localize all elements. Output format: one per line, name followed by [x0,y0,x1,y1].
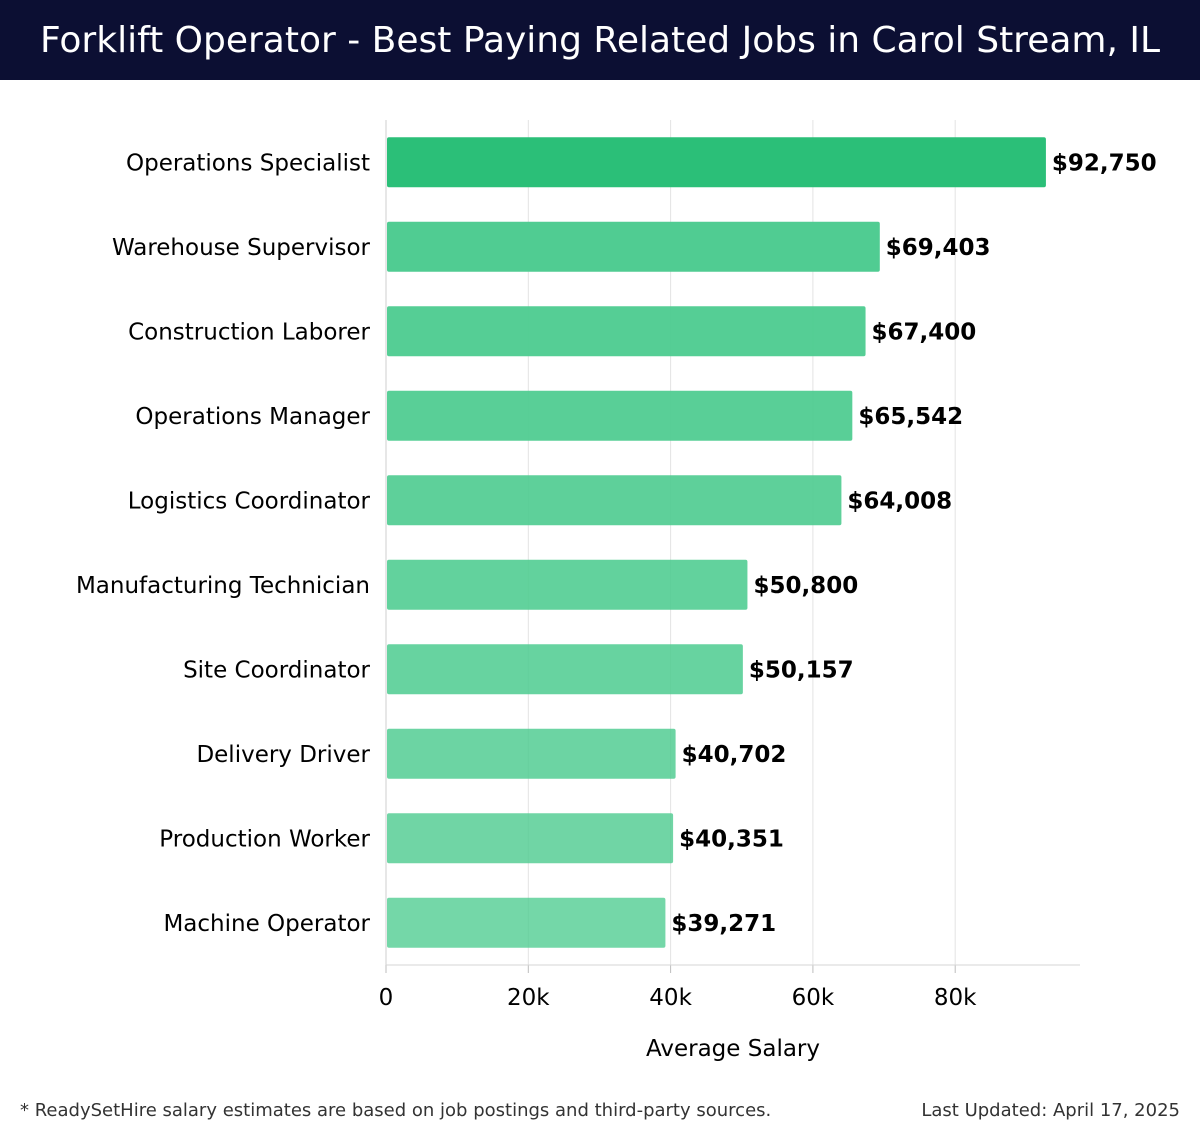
x-tick-label: 40k [649,985,692,1011]
bar [387,137,1046,188]
bar [387,390,853,441]
x-tick-label: 0 [379,985,394,1011]
category-label: Delivery Driver [196,742,370,768]
category-label: Warehouse Supervisor [112,235,371,261]
x-axis-title: Average Salary [646,1036,820,1062]
value-label: $40,702 [682,742,787,768]
category-label: Operations Specialist [126,150,370,176]
category-label: Construction Laborer [128,319,370,345]
value-label: $64,008 [847,488,952,514]
category-label: Production Worker [159,826,370,852]
footer-note: * ReadySetHire salary estimates are base… [20,1100,772,1121]
bar [387,897,666,948]
x-axis: 0 20k 40k 60k 80k [379,964,1080,1011]
bar [387,813,674,864]
value-label: $50,157 [749,657,854,683]
category-label: Machine Operator [163,911,370,937]
category-label: Operations Manager [135,404,370,430]
category-label: Logistics Coordinator [128,488,371,514]
bar [387,475,842,526]
value-label: $67,400 [872,319,977,345]
bar [387,221,880,272]
value-label: $92,750 [1052,150,1157,176]
header-bar: Forklift Operator - Best Paying Related … [0,0,1200,80]
bar [387,306,866,357]
value-label: $50,800 [753,573,858,599]
bar [387,728,676,779]
bar [387,644,743,695]
category-labels: Operations Specialist Warehouse Superviso… [76,150,371,937]
value-label: $39,271 [671,911,776,937]
x-tick-label: 60k [792,985,835,1011]
category-label: Site Coordinator [183,657,370,683]
value-label: $69,403 [886,235,991,261]
salary-bar-chart: Operations Specialist Warehouse Superviso… [76,120,1157,1062]
x-tick-label: 20k [507,985,550,1011]
value-label: $65,542 [858,404,963,430]
bars [387,137,1046,948]
last-updated: Last Updated: April 17, 2025 [921,1100,1180,1121]
x-tick-label: 80k [934,985,977,1011]
bar [387,559,748,610]
page-title: Forklift Operator - Best Paying Related … [39,19,1161,61]
value-label: $40,351 [679,826,784,852]
value-labels: $92,750 $69,403 $67,400 $65,542 $64,008 $50,8… [671,150,1156,937]
category-label: Manufacturing Technician [76,573,370,599]
